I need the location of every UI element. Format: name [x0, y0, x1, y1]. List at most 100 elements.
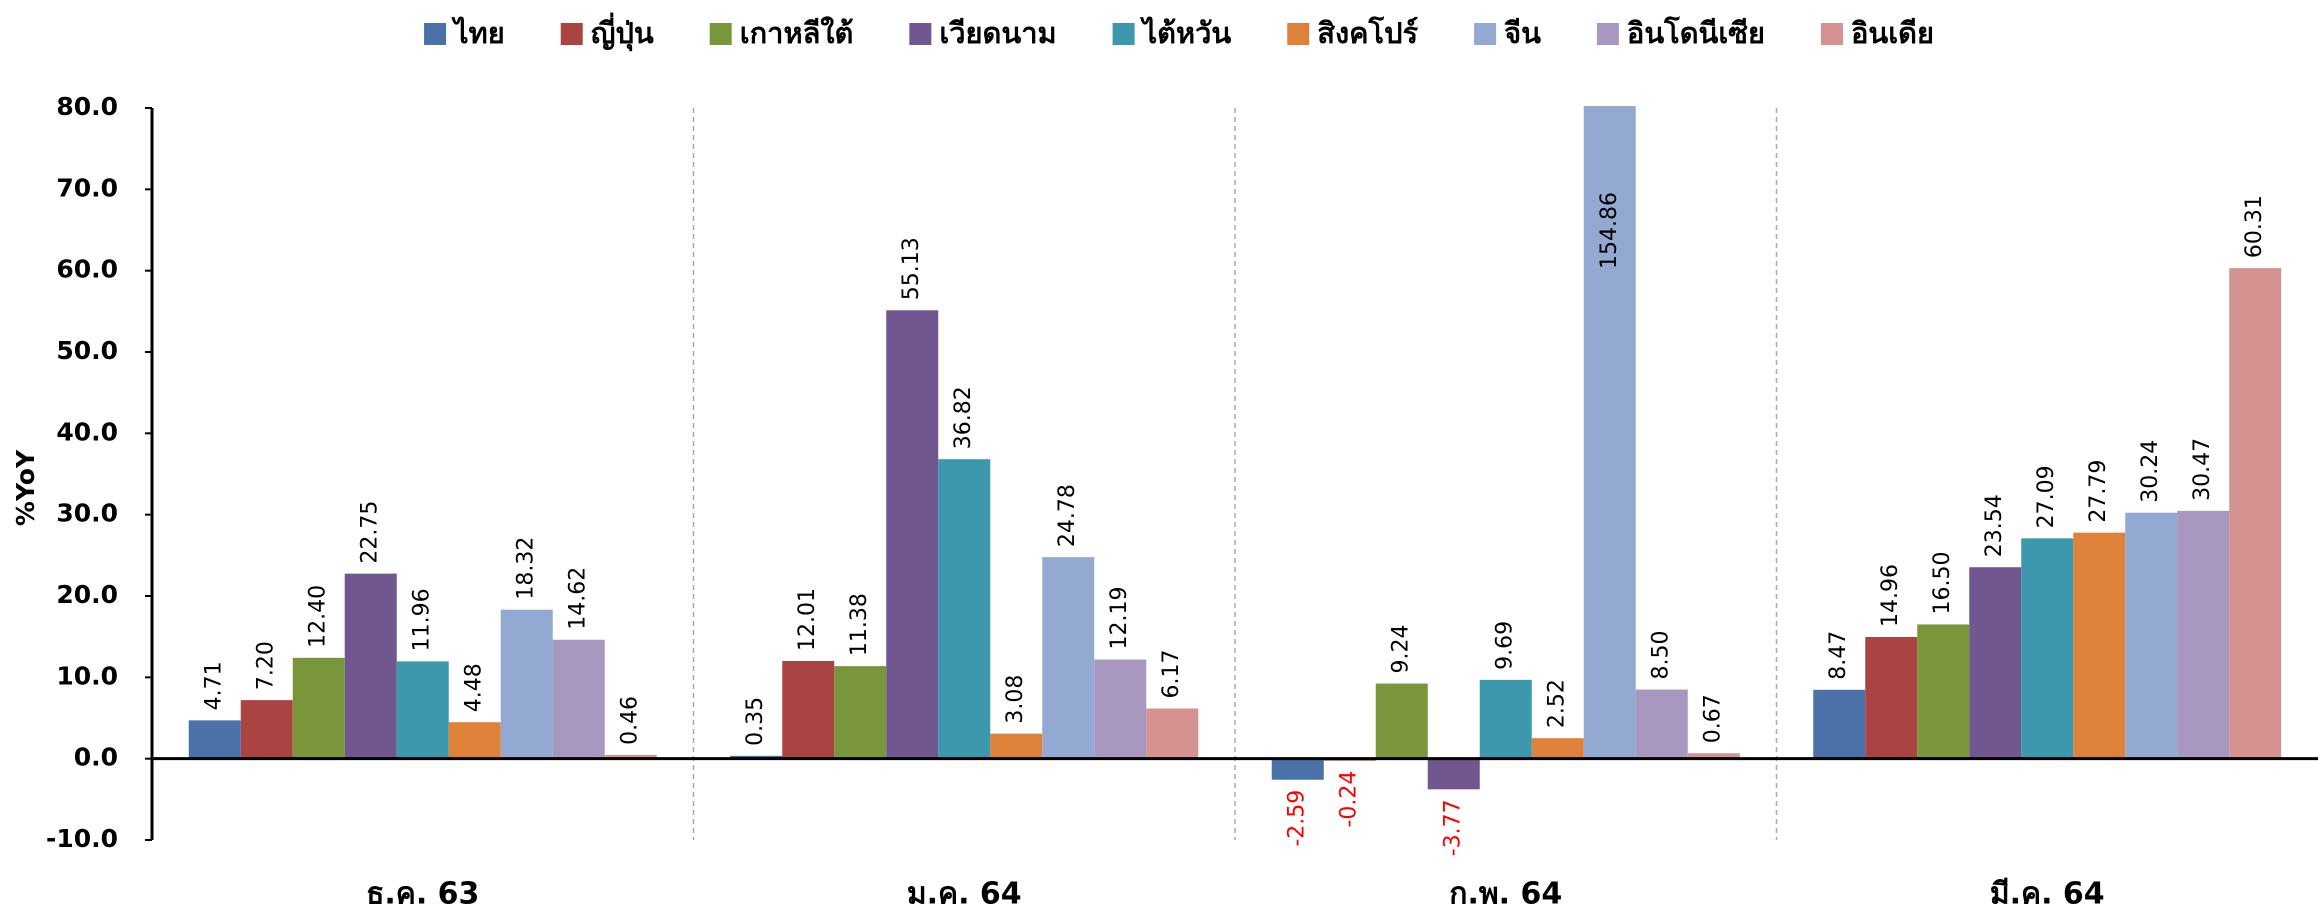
legend-label: ไต้หวัน [1140, 16, 1232, 50]
value-label: 24.78 [1055, 484, 1080, 547]
value-label: 6.17 [1159, 649, 1184, 698]
bar [1687, 753, 1740, 759]
plot-area [188, 106, 2282, 790]
bar [1583, 106, 1636, 759]
bar [2021, 538, 2074, 759]
value-label: 14.96 [1878, 564, 1903, 627]
legend-swatch [709, 23, 732, 45]
legend-swatch [909, 23, 932, 45]
value-label: 22.75 [358, 501, 383, 564]
value-label: 12.19 [1107, 587, 1132, 650]
bar [990, 733, 1043, 759]
value-label: 11.38 [847, 593, 872, 656]
bar [1042, 557, 1095, 759]
bar [2229, 268, 2282, 759]
bar [188, 720, 241, 759]
bar [1146, 708, 1199, 759]
bar [448, 722, 501, 759]
value-label: 16.50 [1930, 551, 1955, 614]
value-label: 23.54 [1982, 494, 2007, 557]
y-tick-label: 40.0 [56, 417, 118, 446]
value-label: 60.31 [2242, 195, 2267, 258]
value-label: 11.96 [410, 588, 435, 651]
value-label: 55.13 [899, 237, 924, 300]
legend-swatch [1596, 23, 1619, 45]
bar [396, 661, 449, 759]
value-label: 12.01 [795, 588, 820, 651]
bar [1271, 758, 1324, 780]
value-label: 7.20 [254, 641, 279, 690]
value-label: -3.77 [1441, 799, 1466, 856]
legend-label: อินเดีย [1851, 16, 1934, 50]
value-label: 36.82 [951, 386, 976, 449]
x-tick-label: ก.พ. 64 [1449, 877, 1562, 912]
bar [1813, 689, 1866, 759]
legend-swatch [1287, 23, 1310, 45]
bar [1479, 679, 1532, 759]
x-tick-label: ธ.ค. 63 [366, 877, 479, 912]
value-label: 30.47 [2190, 438, 2215, 501]
y-tick-label: 10.0 [56, 661, 118, 690]
bar [292, 657, 345, 759]
legend-label: จีน [1504, 16, 1541, 50]
y-tick-label: 20.0 [56, 580, 118, 609]
y-tick-label: 0.0 [74, 743, 118, 772]
value-label: 14.62 [566, 567, 591, 630]
y-tick-label: 70.0 [56, 173, 118, 202]
legend-swatch [1820, 23, 1843, 45]
legend-label: เวียดนาม [939, 16, 1056, 50]
legend-swatch [1112, 23, 1135, 45]
bar [500, 609, 553, 759]
value-label: 30.24 [2138, 440, 2163, 503]
y-tick-label: 80.0 [56, 92, 118, 121]
bar [938, 459, 991, 759]
bar [1094, 659, 1147, 759]
bar [886, 310, 939, 759]
bar [2073, 532, 2126, 759]
bar [782, 660, 835, 759]
value-label: -2.59 [1285, 790, 1310, 847]
y-tick-label: 30.0 [56, 499, 118, 528]
value-label: 154.86 [1597, 192, 1622, 269]
value-label: 3.08 [1003, 675, 1028, 724]
value-label: 8.50 [1649, 631, 1674, 680]
value-label: -0.24 [1337, 771, 1362, 828]
value-label: 9.69 [1493, 621, 1518, 670]
value-label: 8.47 [1826, 631, 1851, 680]
legend-label: สิงคโปร์ [1317, 15, 1418, 50]
y-tick-label: -10.0 [46, 824, 118, 853]
legend-label: ไทย [451, 16, 505, 50]
y-tick-label: 50.0 [56, 336, 118, 365]
bar [2125, 512, 2178, 759]
bar [1969, 567, 2022, 759]
bar [1917, 624, 1970, 759]
bar [1531, 738, 1584, 759]
bar [604, 754, 657, 759]
value-label: 27.79 [2086, 460, 2111, 523]
bar [240, 700, 293, 759]
value-label: 12.40 [306, 585, 331, 648]
bar [344, 573, 397, 759]
legend-label: เกาหลีใต้ [740, 16, 854, 50]
x-tick-label: ม.ค. 64 [907, 877, 1022, 912]
bar [834, 666, 887, 759]
legend-swatch [1474, 23, 1497, 45]
x-tick-label: มี.ค. 64 [1990, 877, 2105, 912]
bar [2177, 510, 2230, 759]
value-label: 2.52 [1545, 679, 1570, 728]
legend-label: อินโดนีเซีย [1627, 15, 1765, 50]
value-label: 0.35 [743, 697, 768, 746]
y-tick-label: 60.0 [56, 255, 118, 284]
value-label: 4.71 [202, 661, 227, 710]
legend-swatch [424, 23, 447, 45]
legend-swatch [560, 23, 583, 45]
value-label: 18.32 [514, 537, 539, 600]
bar [552, 639, 605, 759]
y-axis-title: %YoY [11, 449, 40, 526]
value-label: 27.09 [2034, 465, 2059, 528]
bar [1375, 683, 1428, 759]
bar [1427, 758, 1480, 790]
bar [1865, 636, 1918, 759]
bar [1635, 689, 1688, 759]
